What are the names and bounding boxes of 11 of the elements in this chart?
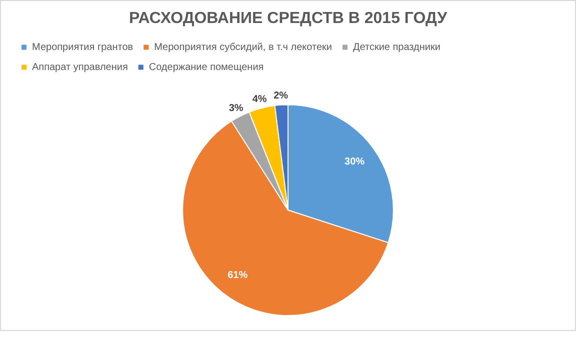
chart-title: РАСХОДОВАНИЕ СРЕДСТВ В 2015 ГОДУ: [128, 10, 448, 28]
legend-label: Детские праздники: [352, 42, 440, 53]
data-label: 61%: [228, 270, 248, 281]
legend-label: Мероприятия грантов: [32, 42, 134, 53]
legend-label: Аппарат управления: [32, 62, 128, 73]
data-label: 2%: [274, 90, 288, 102]
data-label: 4%: [252, 94, 267, 106]
legend-label: Содержание помещения: [148, 62, 264, 73]
data-label: 3%: [228, 102, 244, 114]
data-label: 30%: [344, 156, 365, 168]
legend-label: Мероприятия субсидий, в т.ч лекотеки: [154, 42, 332, 53]
